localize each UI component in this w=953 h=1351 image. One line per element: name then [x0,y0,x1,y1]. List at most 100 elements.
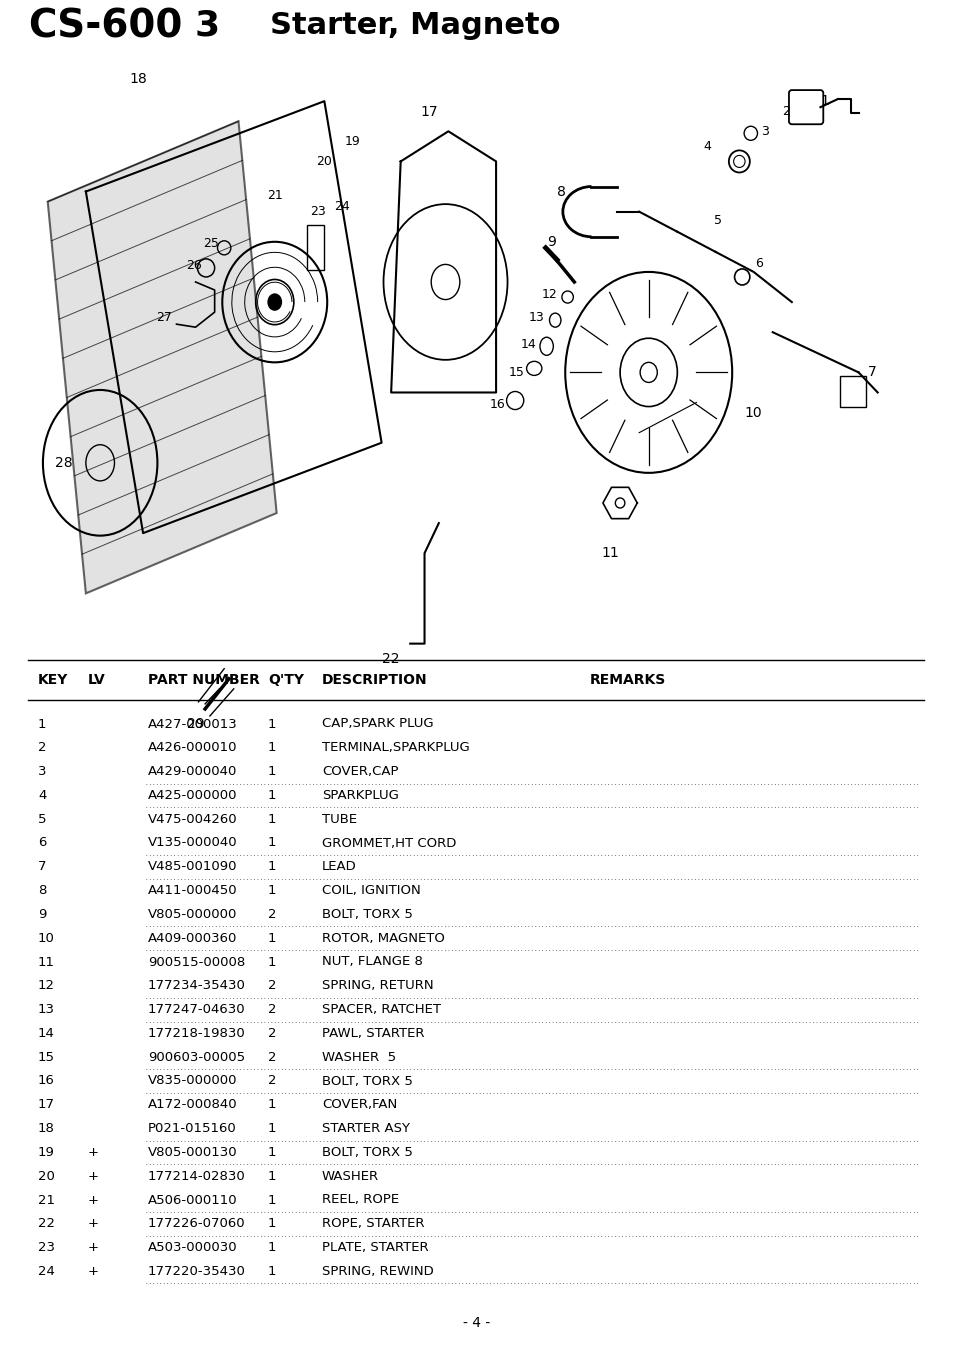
Bar [839,377,865,407]
Text: 3: 3 [760,124,768,138]
Text: 28: 28 [55,455,72,470]
Text: 8: 8 [38,884,47,897]
Text: 900515-00008: 900515-00008 [148,955,245,969]
Text: ROPE, STARTER: ROPE, STARTER [322,1217,424,1231]
Text: 9: 9 [546,235,556,249]
Text: 4: 4 [38,789,47,802]
Text: +: + [88,1265,99,1278]
Text: CAP,SPARK PLUG: CAP,SPARK PLUG [322,717,434,731]
Text: 15: 15 [508,366,524,378]
Text: KEY: KEY [38,673,69,688]
Text: 1: 1 [268,932,276,944]
Text: 20: 20 [38,1170,55,1182]
Text: 177247-04630: 177247-04630 [148,1002,245,1016]
Text: 2: 2 [268,979,276,992]
Text: CS-600: CS-600 [28,7,182,45]
Text: 20: 20 [316,155,332,168]
Text: 16: 16 [489,399,505,411]
Text: SPRING, REWIND: SPRING, REWIND [322,1265,434,1278]
Text: 8: 8 [556,185,565,199]
Text: 13: 13 [38,1002,55,1016]
Text: STARTER ASY: STARTER ASY [322,1123,410,1135]
Text: +: + [88,1146,99,1159]
Text: +: + [88,1170,99,1182]
Polygon shape [48,122,276,593]
Text: TUBE: TUBE [322,813,356,825]
Text: 1: 1 [268,1170,276,1182]
Text: 177218-19830: 177218-19830 [148,1027,246,1040]
Text: 18: 18 [38,1123,55,1135]
Text: 12: 12 [540,288,557,300]
Text: ROTOR, MAGNETO: ROTOR, MAGNETO [322,932,444,944]
Text: A172-000840: A172-000840 [148,1098,237,1112]
Text: 1: 1 [268,884,276,897]
Text: 177226-07060: 177226-07060 [148,1217,245,1231]
Text: - 4 -: - 4 - [463,1316,490,1329]
Text: A409-000360: A409-000360 [148,932,237,944]
Text: 27: 27 [155,311,172,324]
Text: +: + [88,1217,99,1231]
Text: V805-000000: V805-000000 [148,908,237,921]
Text: 1: 1 [268,742,276,754]
Text: 177234-35430: 177234-35430 [148,979,246,992]
Text: 21: 21 [38,1193,55,1206]
Text: LEAD: LEAD [322,861,356,873]
Text: 21: 21 [267,189,282,201]
Text: 14: 14 [38,1027,55,1040]
Text: PLATE, STARTER: PLATE, STARTER [322,1242,428,1254]
Text: 11: 11 [601,546,618,561]
Text: P021-015160: P021-015160 [148,1123,236,1135]
Text: V135-000040: V135-000040 [148,836,237,850]
Text: A411-000450: A411-000450 [148,884,237,897]
Text: 5: 5 [713,213,720,227]
Text: 12: 12 [38,979,55,992]
Text: 1: 1 [268,789,276,802]
Text: 26: 26 [186,259,202,273]
Text: 14: 14 [519,338,536,351]
Text: 17: 17 [38,1098,55,1112]
Text: PAWL, STARTER: PAWL, STARTER [322,1027,424,1040]
Text: 177214-02830: 177214-02830 [148,1170,246,1182]
Text: V485-001090: V485-001090 [148,861,237,873]
Text: 22: 22 [38,1217,55,1231]
Text: 1: 1 [268,1098,276,1112]
Text: NUT, FLANGE 8: NUT, FLANGE 8 [322,955,422,969]
Text: LV: LV [88,673,106,688]
Text: 1: 1 [268,813,276,825]
Text: A506-000110: A506-000110 [148,1193,237,1206]
Text: Starter, Magneto: Starter, Magneto [270,12,560,41]
Text: 18: 18 [130,72,147,86]
Text: DESCRIPTION: DESCRIPTION [322,673,427,688]
Text: GROMMET,HT CORD: GROMMET,HT CORD [322,836,456,850]
Text: REMARKS: REMARKS [589,673,665,688]
Text: 1: 1 [268,1242,276,1254]
Text: A427-000013: A427-000013 [148,717,237,731]
Ellipse shape [268,295,281,311]
Text: 2: 2 [268,1002,276,1016]
Text: BOLT, TORX 5: BOLT, TORX 5 [322,908,413,921]
Text: TERMINAL,SPARKPLUG: TERMINAL,SPARKPLUG [322,742,469,754]
Text: 1: 1 [268,1217,276,1231]
Text: A426-000010: A426-000010 [148,742,237,754]
Text: SPRING, RETURN: SPRING, RETURN [322,979,434,992]
Text: PART NUMBER: PART NUMBER [148,673,259,688]
Text: +: + [88,1242,99,1254]
Text: Q'TY: Q'TY [268,673,304,688]
Text: A503-000030: A503-000030 [148,1242,237,1254]
Text: 7: 7 [867,365,876,380]
Text: 13: 13 [528,311,544,324]
Text: 16: 16 [38,1074,55,1088]
Text: 10: 10 [743,405,760,420]
Text: 23: 23 [38,1242,55,1254]
Text: 1: 1 [268,1265,276,1278]
Text: WASHER  5: WASHER 5 [322,1051,395,1063]
Text: V835-000000: V835-000000 [148,1074,237,1088]
Text: 1: 1 [268,765,276,778]
Text: 22: 22 [382,651,399,666]
Text: 2: 2 [268,1027,276,1040]
Text: 24: 24 [334,200,350,213]
Text: 10: 10 [38,932,55,944]
Text: 2: 2 [268,1051,276,1063]
Text: 25: 25 [203,238,219,250]
Text: 1: 1 [38,717,47,731]
